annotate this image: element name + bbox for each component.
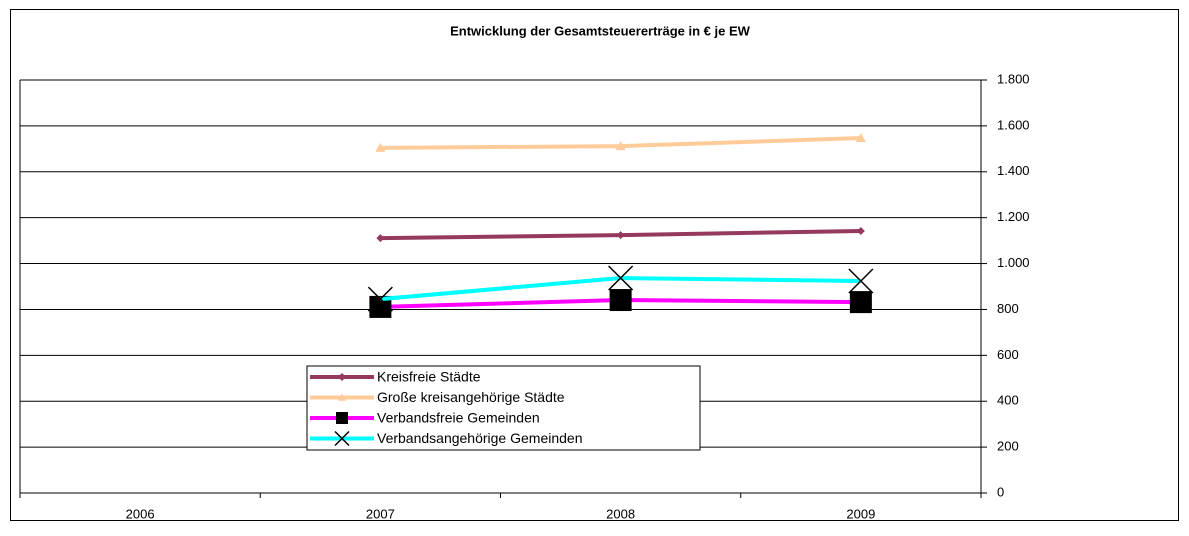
y-tick-label: 0 (997, 484, 1004, 499)
marker (849, 291, 872, 314)
marker (615, 141, 626, 151)
legend-label: Verbandsangehörige Gemeinden (377, 430, 583, 446)
y-tick-label: 400 (997, 393, 1019, 408)
marker (338, 373, 346, 381)
marker (848, 268, 874, 294)
y-tick-label: 1.400 (997, 163, 1030, 178)
x-tick-label: 2007 (366, 506, 395, 521)
legend-label: Verbandsfreie Gemeinden (377, 410, 540, 426)
x-tick-label: 2006 (126, 506, 155, 521)
x-tick-label: 2008 (606, 506, 635, 521)
marker (608, 265, 634, 291)
marker (856, 226, 865, 235)
y-tick-label: 200 (997, 439, 1019, 454)
marker (369, 295, 392, 318)
marker (367, 286, 393, 312)
y-tick-label: 1.000 (997, 255, 1030, 270)
x-tick-label: 2009 (846, 506, 875, 521)
marker (336, 412, 348, 424)
marker (334, 430, 350, 447)
y-tick-label: 1.800 (997, 71, 1030, 86)
chart-title: Entwicklung der Gesamtsteuererträge in €… (450, 23, 751, 38)
y-tick-label: 800 (997, 301, 1019, 316)
legend-box (306, 365, 701, 451)
y-tick-label: 1.200 (997, 209, 1030, 224)
marker (855, 133, 866, 143)
marker (375, 142, 386, 152)
y-tick-label: 600 (997, 347, 1019, 362)
legend-label: Kreisfreie Städte (377, 369, 481, 385)
legend: Kreisfreie Städte Große kreisangehörige S… (306, 365, 701, 451)
y-tick-label: 1.600 (997, 117, 1030, 132)
marker (376, 234, 385, 243)
marker (609, 289, 632, 312)
marker (616, 231, 625, 240)
legend-label: Große kreisangehörige Städte (377, 389, 565, 405)
marker (338, 393, 346, 401)
